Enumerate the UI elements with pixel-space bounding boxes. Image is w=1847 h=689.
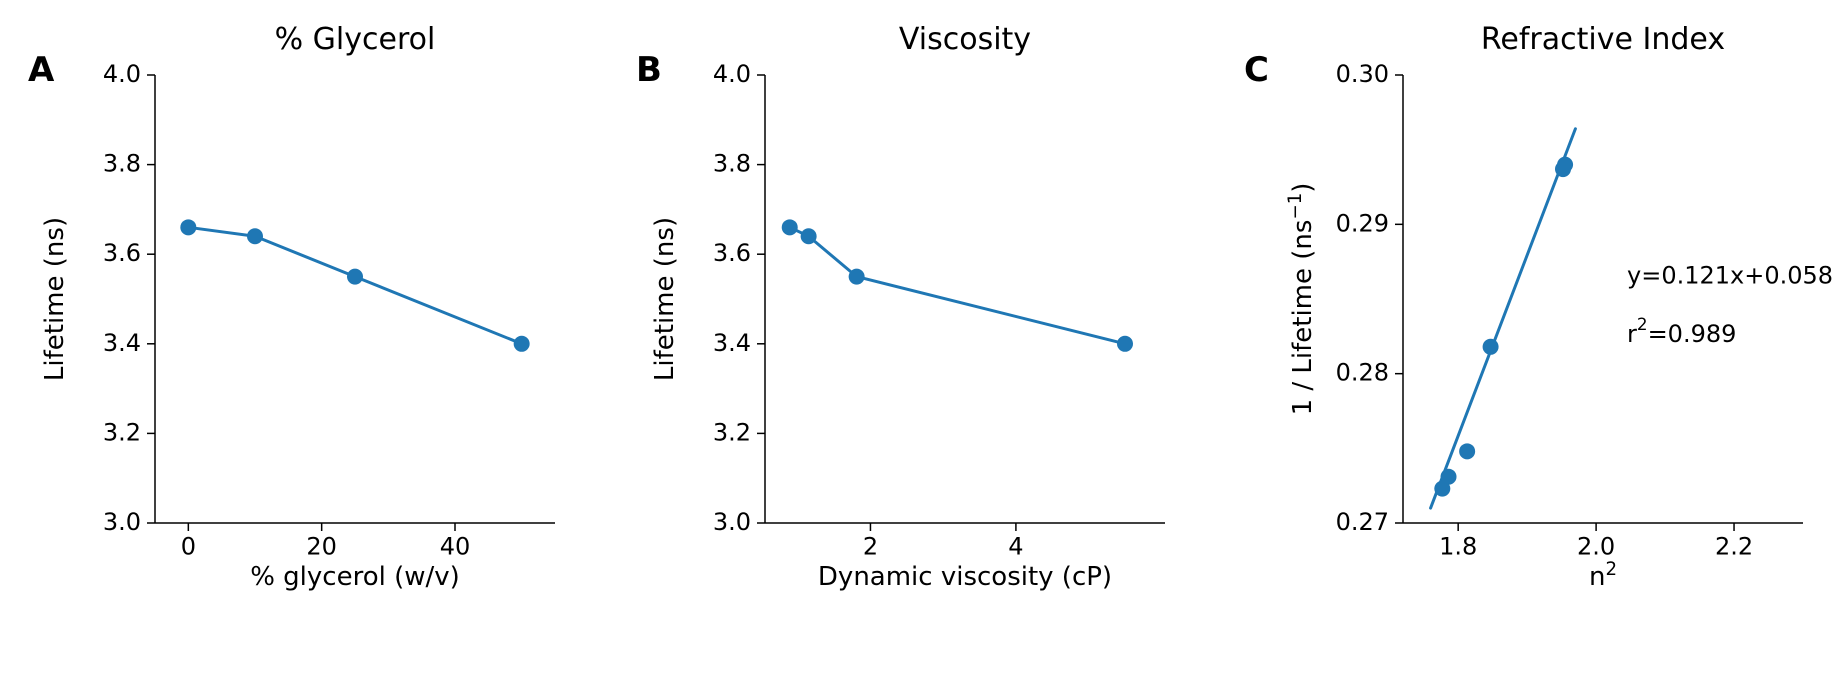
series-line	[188, 227, 521, 343]
data-point	[1483, 339, 1499, 355]
data-point	[1117, 336, 1133, 352]
y-tick-label: 3.2	[713, 418, 751, 446]
fit-line	[1431, 129, 1576, 508]
y-tick-label: 3.6	[103, 239, 141, 267]
x-tick-label: 20	[306, 533, 337, 561]
data-point	[347, 269, 363, 285]
figure-svg: 3.0 3.2 3.4 3.6 3.8 4.0 0 20 40 % Glycerol % glyce…	[0, 0, 1847, 689]
panel-title: Refractive Index	[1481, 22, 1725, 57]
y-tick-label: 0.28	[1336, 359, 1389, 387]
data-point	[180, 219, 196, 235]
series-line	[790, 227, 1125, 343]
data-point	[801, 228, 817, 244]
data-point	[782, 219, 798, 235]
panel-title: % Glycerol	[275, 22, 436, 57]
x-tick-label: 1.8	[1439, 533, 1477, 561]
data-point	[247, 228, 263, 244]
data-point	[514, 336, 530, 352]
panel-B: 3.0 3.2 3.4 3.6 3.8 4.0 2 4 Viscosity Dynamic vis…	[650, 22, 1165, 592]
figure-root: A B C 3.0 3.2 3.4 3.6 3.8 4.0 0 20 40 % Glycerol%…	[0, 0, 1847, 689]
data-point	[849, 269, 865, 285]
data-point	[1459, 443, 1475, 459]
data-point	[1557, 157, 1573, 173]
panel-label-c: C	[1244, 50, 1269, 90]
y-tick-label: 3.0	[103, 508, 141, 536]
panel-A: 3.0 3.2 3.4 3.6 3.8 4.0 0 20 40 % Glycerol % glyce…	[40, 22, 555, 592]
y-axis-label: Lifetime (ns)	[650, 217, 680, 381]
y-tick-label: 3.2	[103, 418, 141, 446]
y-axis-label: 1 / Lifetime (ns−1)	[1285, 183, 1319, 416]
panel-title: Viscosity	[899, 22, 1031, 57]
x-tick-label: 2.2	[1715, 533, 1753, 561]
y-tick-label: 3.8	[103, 150, 141, 178]
y-tick-label: 0.29	[1336, 209, 1389, 237]
data-point	[1441, 469, 1457, 485]
y-tick-label: 3.8	[713, 150, 751, 178]
x-tick-label: 4	[1008, 533, 1023, 561]
x-axis-label: % glycerol (w/v)	[250, 562, 460, 592]
x-tick-label: 2.0	[1577, 533, 1615, 561]
y-tick-label: 0.30	[1336, 60, 1389, 88]
y-tick-label: 3.4	[103, 329, 141, 357]
x-tick-label: 2	[863, 533, 878, 561]
y-tick-label: 4.0	[713, 60, 751, 88]
panel-label-b: B	[636, 50, 662, 90]
annotation-text: r2=0.989	[1627, 314, 1736, 348]
x-tick-label: 0	[181, 533, 196, 561]
x-tick-label: 40	[440, 533, 471, 561]
x-axis-label: Dynamic viscosity (cP)	[818, 562, 1112, 592]
y-tick-label: 4.0	[103, 60, 141, 88]
panel-label-a: A	[28, 50, 54, 90]
panel-C: 0.27 0.28 0.29 0.30 1.8 2.0 2.2 Refractive Inde…	[1285, 22, 1834, 592]
annotation-text: y=0.121x+0.058	[1627, 262, 1833, 290]
y-tick-label: 3.4	[713, 329, 751, 357]
x-axis-label: n2	[1589, 559, 1617, 593]
y-axis-label: Lifetime (ns)	[40, 217, 70, 381]
y-tick-label: 3.0	[713, 508, 751, 536]
y-tick-label: 0.27	[1336, 508, 1389, 536]
y-tick-label: 3.6	[713, 239, 751, 267]
